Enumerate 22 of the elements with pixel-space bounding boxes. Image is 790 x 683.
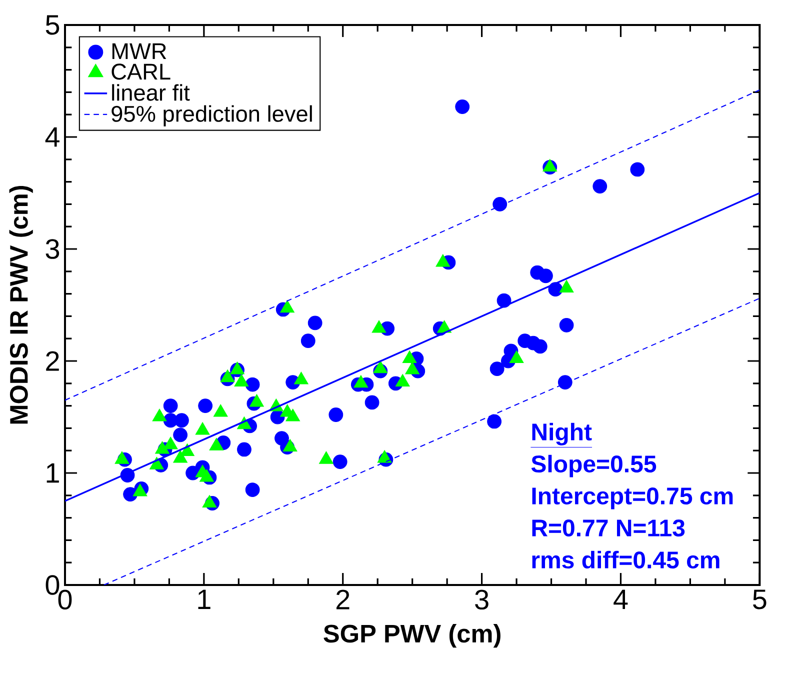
x-tick-label: 1 [198, 590, 210, 609]
annotation: Slope=0.55 [531, 454, 656, 478]
y-tick-label: 2 [46, 351, 59, 371]
y-tick-label: 3 [46, 239, 60, 259]
x-tick-label: 3 [475, 590, 488, 610]
x-tick-label: 2 [336, 590, 350, 610]
x-tick-label: 5 [753, 590, 766, 610]
y-tick-label: 0 [46, 575, 60, 595]
y-tick-label: 5 [46, 15, 60, 35]
annotation: rms diff=0.45 cm [532, 550, 720, 568]
legend-label: CARL [112, 64, 170, 80]
x-axis-title: SGP PWV (cm) [324, 624, 500, 648]
x-tick-label: 4 [614, 590, 628, 609]
legend-label: MWR [112, 43, 166, 59]
legend-label: linear fit [112, 84, 190, 101]
y-axis-title: MODIS IR PWV (cm) [9, 186, 33, 424]
annotation: Night [532, 422, 592, 446]
y-tick-label: 4 [45, 127, 60, 147]
y-tick-label: 1 [46, 463, 59, 483]
annotation: R=0.77 N=113 [532, 519, 685, 537]
annotation: Intercept=0.75 cm [532, 487, 733, 510]
legend-label: 95% prediction level [112, 105, 312, 126]
